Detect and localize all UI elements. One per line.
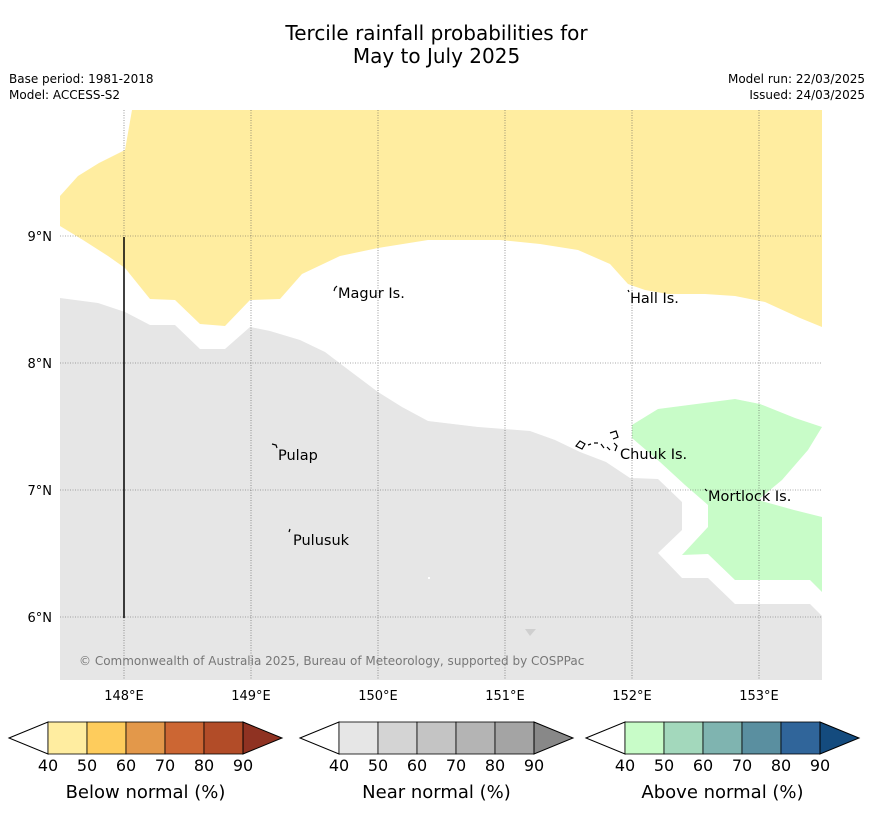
above-normal-colorbar-tick: 50 [654, 756, 674, 775]
near-normal-colorbar-tick: 60 [407, 756, 427, 775]
above-normal-colorbar-segment [741, 721, 782, 755]
place-label-hall: Hall Is. [630, 291, 679, 307]
island-outlines [271, 285, 708, 533]
above-normal-colorbar-segment [702, 721, 743, 755]
map-title: Tercile rainfall probabilities for May t… [0, 22, 873, 68]
above-normal-colorbar-extend-high [819, 721, 861, 755]
above-normal-colorbar-extend-low [584, 721, 626, 755]
place-label-pulusuk: Pulusuk [293, 533, 350, 549]
below-normal-colorbar: 40 50 60 70 80 90 Below normal (%) [7, 721, 284, 803]
above-normal-colorbar-tick: 70 [732, 756, 752, 775]
near-normal-colorbar-segment [494, 721, 535, 755]
above-normal-colorbar: 40 50 60 70 80 90 Above normal (%) [584, 721, 861, 803]
above-normal-colorbar-tick: 90 [810, 756, 830, 775]
place-label-mortlock: Mortlock Is. [708, 489, 791, 505]
below-normal-colorbar-segment [47, 721, 88, 755]
base-period: Base period: 1981-2018 [9, 72, 154, 86]
title-line-1: Tercile rainfall probabilities for [285, 21, 588, 45]
issued-date: Issued: 24/03/2025 [749, 88, 865, 102]
near-normal-colorbar-segment [377, 721, 418, 755]
below-normal-colorbar-segment [125, 721, 166, 755]
above-normal-colorbar-title: Above normal (%) [641, 782, 803, 803]
below-normal-colorbar-segment [203, 721, 244, 755]
below-normal-colorbar-tick: 40 [38, 756, 58, 775]
below-normal-colorbar-tick: 90 [233, 756, 253, 775]
place-label-pulap: Pulap [278, 448, 318, 464]
metadata-left: Base period: 1981-2018 Model: ACCESS-S2 [9, 71, 154, 103]
lat-label-6n: 6°N [28, 611, 53, 626]
above-normal-colorbar-tick: 80 [771, 756, 791, 775]
lat-label-8n: 8°N [28, 357, 53, 372]
lon-label-151e: 151°E [485, 689, 525, 704]
lon-label-149e: 149°E [231, 689, 271, 704]
below-normal-region [60, 110, 822, 327]
model-run: Model run: 22/03/2025 [727, 72, 865, 86]
near-normal-colorbar: 40 50 60 70 80 90 Near normal (%) [298, 721, 575, 803]
near-normal-region [60, 298, 822, 680]
above-normal-colorbar-segment [780, 721, 821, 755]
below-normal-colorbar-tick: 50 [77, 756, 97, 775]
near-normal-colorbar-tick: 80 [485, 756, 505, 775]
place-label-magur: Magur Is. [338, 286, 405, 302]
metadata-right: Model run: 22/03/2025 Issued: 24/03/2025 [728, 71, 865, 103]
below-normal-colorbar-extend-low [7, 721, 49, 755]
above-normal-colorbar-segment [624, 721, 665, 755]
title-line-2: May to July 2025 [352, 44, 521, 68]
model-name: Model: ACCESS-S2 [9, 88, 121, 102]
above-normal-region [632, 399, 822, 592]
below-normal-colorbar-extend-high [242, 721, 284, 755]
near-normal-colorbar-tick: 90 [524, 756, 544, 775]
place-label-chuuk: Chuuk Is. [620, 447, 687, 463]
near-normal-colorbar-segment [338, 721, 379, 755]
small-island-shade [525, 629, 536, 636]
near-normal-colorbar-tick: 40 [329, 756, 349, 775]
above-normal-colorbar-tick: 60 [693, 756, 713, 775]
near-normal-colorbar-title: Near normal (%) [362, 782, 511, 803]
below-normal-colorbar-title: Below normal (%) [66, 782, 226, 803]
near-normal-colorbar-tick: 50 [368, 756, 388, 775]
lat-label-7n: 7°N [28, 484, 53, 499]
near-normal-colorbar-extend-high [533, 721, 575, 755]
map-panel[interactable]: Magur Is. Hall Is. Pulap Chuuk Is. Mortl… [60, 110, 822, 680]
latitude-gridlines [60, 235, 822, 618]
lat-label-9n: 9°N [28, 230, 53, 245]
below-normal-colorbar-tick: 60 [116, 756, 136, 775]
longitude-labels: 148°E 149°E 150°E 151°E 152°E 153°E [104, 689, 779, 704]
above-normal-colorbar-tick: 40 [615, 756, 635, 775]
lon-label-150e: 150°E [358, 689, 398, 704]
colorbar-legends: 40 50 60 70 80 90 Below normal (%) 40 50 60 70 80 90… [7, 721, 861, 803]
lon-label-148e: 148°E [104, 689, 144, 704]
above-normal-colorbar-segment [663, 721, 704, 755]
copyright-notice: © Commonwealth of Australia 2025, Bureau… [79, 654, 584, 668]
below-normal-colorbar-segment [164, 721, 205, 755]
near-normal-colorbar-segment [416, 721, 457, 755]
below-normal-colorbar-tick: 80 [194, 756, 214, 775]
latitude-labels: 9°N 8°N 7°N 6°N [28, 230, 53, 626]
small-island-dot [428, 577, 430, 579]
below-normal-colorbar-segment [86, 721, 127, 755]
near-normal-colorbar-tick: 70 [446, 756, 466, 775]
near-normal-colorbar-segment [455, 721, 496, 755]
below-normal-colorbar-tick: 70 [155, 756, 175, 775]
lon-label-153e: 153°E [739, 689, 779, 704]
near-normal-colorbar-extend-low [298, 721, 340, 755]
lon-label-152e: 152°E [612, 689, 652, 704]
